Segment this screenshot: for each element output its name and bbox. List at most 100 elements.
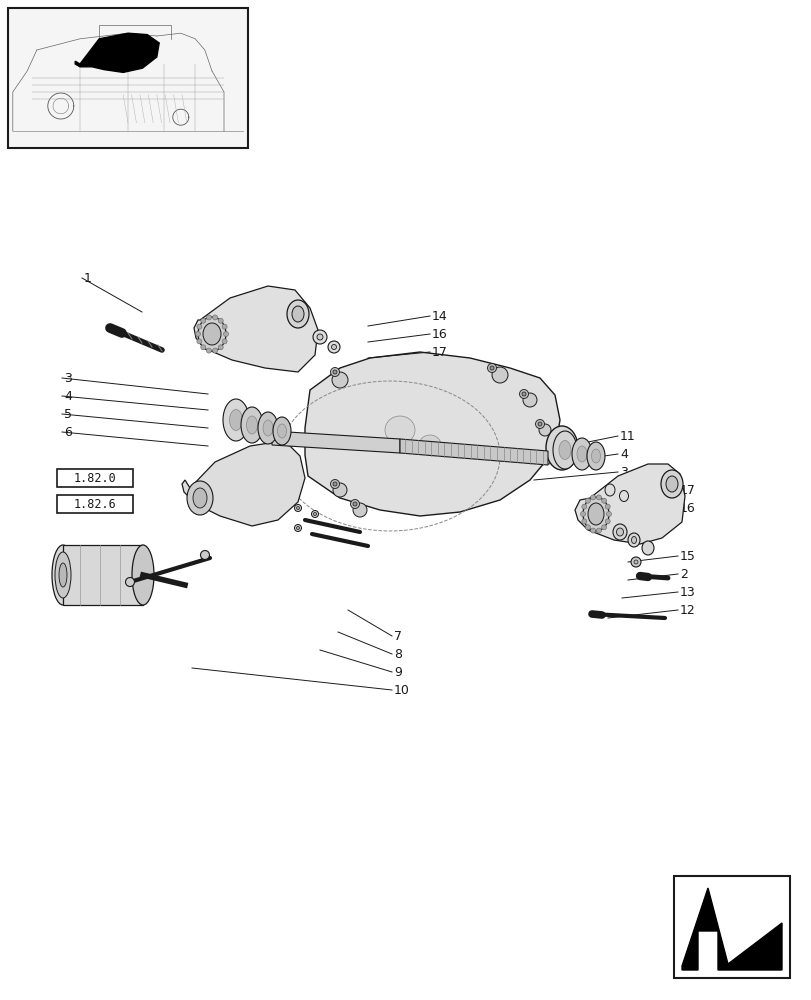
Ellipse shape (631, 536, 636, 544)
Ellipse shape (595, 528, 601, 533)
Polygon shape (75, 33, 159, 72)
Ellipse shape (590, 528, 595, 533)
Ellipse shape (218, 318, 223, 323)
Ellipse shape (539, 424, 551, 436)
Ellipse shape (272, 417, 290, 445)
Ellipse shape (595, 495, 601, 500)
Text: 10: 10 (393, 684, 410, 696)
Ellipse shape (489, 366, 493, 370)
Ellipse shape (521, 392, 526, 396)
Ellipse shape (534, 420, 544, 428)
Ellipse shape (313, 512, 316, 516)
Ellipse shape (230, 410, 242, 430)
Ellipse shape (223, 399, 249, 441)
Ellipse shape (627, 533, 639, 547)
Ellipse shape (558, 440, 570, 460)
Text: 8: 8 (393, 648, 401, 660)
Ellipse shape (332, 372, 348, 388)
Ellipse shape (538, 422, 541, 426)
Ellipse shape (296, 526, 299, 530)
Ellipse shape (585, 525, 590, 530)
Text: 4: 4 (64, 389, 72, 402)
Ellipse shape (580, 512, 585, 516)
Ellipse shape (200, 550, 209, 560)
Ellipse shape (212, 315, 217, 320)
Text: 12: 12 (679, 603, 695, 616)
Ellipse shape (571, 438, 591, 470)
Polygon shape (574, 464, 684, 544)
Ellipse shape (126, 578, 135, 586)
Polygon shape (272, 431, 400, 453)
Ellipse shape (222, 339, 227, 344)
Text: 16: 16 (679, 502, 695, 514)
Text: 17: 17 (679, 484, 695, 496)
Text: 3: 3 (620, 466, 627, 479)
Ellipse shape (311, 510, 318, 518)
Ellipse shape (353, 502, 357, 506)
Ellipse shape (195, 332, 200, 336)
Text: 5: 5 (64, 408, 72, 420)
Text: 17: 17 (431, 346, 448, 359)
Ellipse shape (200, 345, 205, 350)
Ellipse shape (350, 499, 359, 508)
Ellipse shape (247, 416, 257, 434)
Ellipse shape (619, 490, 628, 502)
Bar (673, 876, 789, 978)
Ellipse shape (587, 503, 603, 525)
Text: 3: 3 (64, 371, 72, 384)
Ellipse shape (203, 323, 221, 345)
Ellipse shape (59, 563, 67, 587)
Text: 1.82.6: 1.82.6 (74, 497, 116, 510)
Ellipse shape (418, 435, 440, 455)
Polygon shape (182, 442, 305, 526)
Ellipse shape (590, 449, 600, 463)
Text: 11: 11 (620, 430, 635, 442)
Ellipse shape (590, 495, 595, 500)
Text: 7: 7 (393, 630, 401, 643)
Ellipse shape (316, 334, 323, 340)
Polygon shape (305, 352, 560, 516)
Ellipse shape (263, 420, 272, 436)
Ellipse shape (522, 393, 536, 407)
Ellipse shape (294, 524, 301, 532)
Ellipse shape (601, 525, 606, 530)
Ellipse shape (604, 519, 609, 524)
Polygon shape (400, 439, 547, 465)
Ellipse shape (132, 545, 154, 605)
Ellipse shape (218, 345, 223, 350)
Ellipse shape (660, 470, 682, 498)
Ellipse shape (384, 416, 414, 444)
Ellipse shape (212, 348, 217, 353)
Ellipse shape (187, 481, 212, 515)
Ellipse shape (206, 315, 211, 320)
Text: 1.82.0: 1.82.0 (74, 472, 116, 485)
Ellipse shape (582, 497, 608, 531)
Ellipse shape (577, 446, 586, 462)
Ellipse shape (330, 480, 339, 488)
Ellipse shape (581, 519, 586, 524)
Ellipse shape (196, 339, 202, 344)
Text: 9: 9 (393, 666, 401, 678)
Ellipse shape (200, 318, 205, 323)
Ellipse shape (258, 412, 277, 444)
Text: 14: 14 (431, 310, 447, 322)
Ellipse shape (222, 324, 227, 329)
Ellipse shape (328, 341, 340, 353)
Ellipse shape (353, 503, 367, 517)
Ellipse shape (333, 370, 337, 374)
Ellipse shape (333, 482, 337, 486)
Text: 15: 15 (679, 550, 695, 562)
Ellipse shape (331, 344, 336, 350)
Ellipse shape (312, 330, 327, 344)
Polygon shape (194, 286, 318, 372)
Ellipse shape (487, 363, 496, 372)
Ellipse shape (196, 324, 202, 329)
Ellipse shape (223, 332, 228, 336)
Ellipse shape (665, 476, 677, 492)
Text: 16: 16 (431, 328, 447, 340)
Ellipse shape (491, 367, 508, 383)
Ellipse shape (294, 504, 301, 512)
Text: 4: 4 (620, 448, 627, 460)
Bar (57, 495, 133, 513)
Ellipse shape (585, 498, 590, 503)
